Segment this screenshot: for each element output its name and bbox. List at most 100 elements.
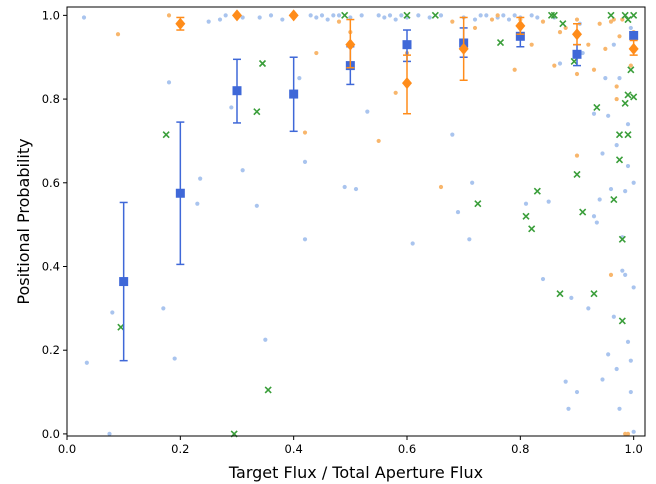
data-point <box>535 15 540 20</box>
data-point <box>254 203 259 208</box>
data-point <box>557 61 563 66</box>
data-point <box>617 406 622 411</box>
data-point <box>472 25 478 31</box>
data-point-x <box>610 195 618 204</box>
data-point <box>348 15 353 20</box>
data-point <box>631 429 636 434</box>
data-point <box>172 356 177 361</box>
mean-diamond-marker <box>232 9 242 22</box>
data-point <box>625 431 631 437</box>
data-point <box>625 163 631 169</box>
mean-diamond-marker <box>288 9 299 22</box>
data-point-x <box>627 66 635 74</box>
data-point <box>631 180 636 185</box>
x-tick-label: 0.8 <box>511 442 529 456</box>
data-point <box>325 17 330 22</box>
axes-layer <box>66 6 646 437</box>
data-point-x <box>618 317 626 325</box>
data-point-x <box>573 170 581 178</box>
data-point <box>110 310 115 315</box>
data-point-x <box>570 57 578 65</box>
data-point-x <box>474 200 482 208</box>
x-tick-label: 0.0 <box>58 442 76 456</box>
y-tick-label: 0.6 <box>42 176 60 190</box>
mean-diamond-marker <box>458 42 469 55</box>
data-point <box>617 34 622 39</box>
mean-square-marker <box>175 188 185 198</box>
data-point <box>319 13 325 18</box>
y-axis-ticks: 0.0 0.2 0.4 0.6 0.8 1.0 <box>42 8 67 441</box>
data-point <box>606 352 611 357</box>
data-point <box>512 13 517 18</box>
data-point <box>478 13 483 18</box>
data-point <box>614 366 619 372</box>
data-point <box>614 143 619 148</box>
data-point-x <box>162 131 170 139</box>
data-point <box>597 21 602 26</box>
data-point <box>591 111 597 116</box>
y-tick-label: 1.0 <box>42 8 60 22</box>
data-point <box>198 176 203 181</box>
data-point <box>342 184 347 190</box>
data-point <box>308 13 313 18</box>
data-point-x <box>607 11 615 19</box>
data-point <box>608 186 614 192</box>
x-tick-label: 0.6 <box>398 442 416 456</box>
y-tick-label: 0.4 <box>42 259 60 273</box>
x-tick-label: 0.2 <box>171 442 189 456</box>
mean-square-marker <box>572 49 582 59</box>
data-point-x <box>559 20 567 28</box>
data-point-x <box>522 212 530 220</box>
data-point <box>600 377 605 382</box>
data-point <box>302 159 308 164</box>
data-point <box>195 201 200 206</box>
mean-diamond-marker <box>345 38 356 51</box>
data-point-x <box>624 15 632 24</box>
data-point-x <box>621 11 629 19</box>
data-point <box>540 276 546 282</box>
data-point <box>206 19 211 24</box>
data-point <box>591 67 597 72</box>
data-point <box>268 13 274 18</box>
data-point <box>450 19 455 24</box>
plot-frame <box>66 6 646 437</box>
data-point <box>314 50 319 56</box>
data-point <box>574 389 580 395</box>
data-point <box>625 122 631 127</box>
data-point <box>331 13 336 18</box>
data-point <box>302 237 308 242</box>
y-tick-label: 0.8 <box>42 92 60 106</box>
data-point <box>107 431 112 437</box>
series-4 <box>175 9 639 115</box>
data-point <box>580 50 585 56</box>
data-point <box>240 168 245 173</box>
data-point <box>597 197 602 202</box>
data-point <box>387 13 393 18</box>
data-point <box>628 389 633 395</box>
mean-square-marker <box>119 277 129 287</box>
data-point <box>489 17 495 22</box>
data-point <box>166 13 172 18</box>
data-point <box>240 15 245 20</box>
data-point <box>257 15 262 20</box>
data-point <box>603 46 608 51</box>
data-point <box>552 63 557 68</box>
data-point <box>393 17 398 22</box>
data-point <box>376 138 381 144</box>
data-point <box>84 360 89 365</box>
mean-diamond-marker <box>572 28 582 41</box>
data-point <box>470 180 475 185</box>
y-tick-label: 0.0 <box>42 427 60 441</box>
data-point-x <box>621 99 629 107</box>
data-point <box>438 13 444 18</box>
data-point <box>614 84 619 89</box>
data-point <box>628 63 633 68</box>
mean-diamond-marker <box>402 77 412 90</box>
data-point-x <box>528 225 536 233</box>
data-point <box>591 214 597 219</box>
data-point <box>617 76 622 81</box>
data-point-x <box>624 131 632 139</box>
data-point <box>353 186 359 192</box>
data-point <box>603 76 608 81</box>
